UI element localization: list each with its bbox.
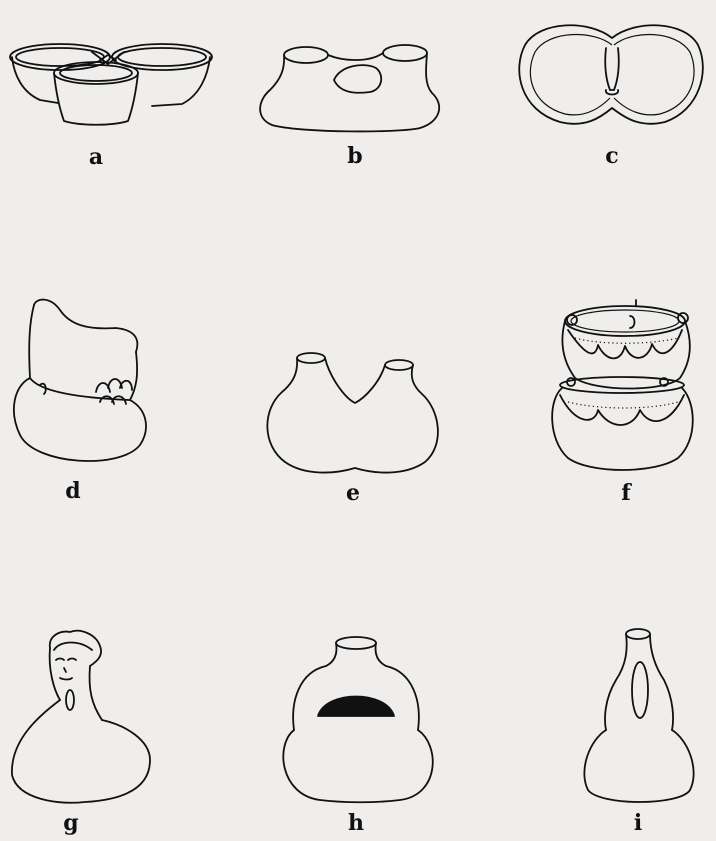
stacked-decorated-jar-icon (551, 299, 694, 471)
double-bowl-top-view-icon (518, 24, 704, 125)
figure-label-g: g (63, 810, 79, 836)
figure-label-d: d (65, 478, 81, 504)
figure-label-h: h (348, 810, 364, 836)
loop-neck-bottle-icon (583, 628, 695, 803)
stirrup-handle-bottle-icon (282, 636, 434, 804)
double-spout-bridged-vessel-icon (259, 44, 441, 133)
figure-label-b: b (347, 143, 363, 169)
figure-label-c: c (605, 143, 619, 169)
figure-label-a: a (88, 144, 104, 170)
figure-label-i: i (633, 810, 643, 836)
figure-label-e: e (346, 480, 360, 506)
human-effigy-bottle-icon (11, 629, 151, 804)
triple-bowl-vessel-icon (9, 43, 213, 126)
twin-neck-gourd-vessel-icon (266, 352, 439, 474)
figure-label-f: f (621, 480, 631, 506)
effigy-rim-jar-icon (13, 298, 147, 462)
